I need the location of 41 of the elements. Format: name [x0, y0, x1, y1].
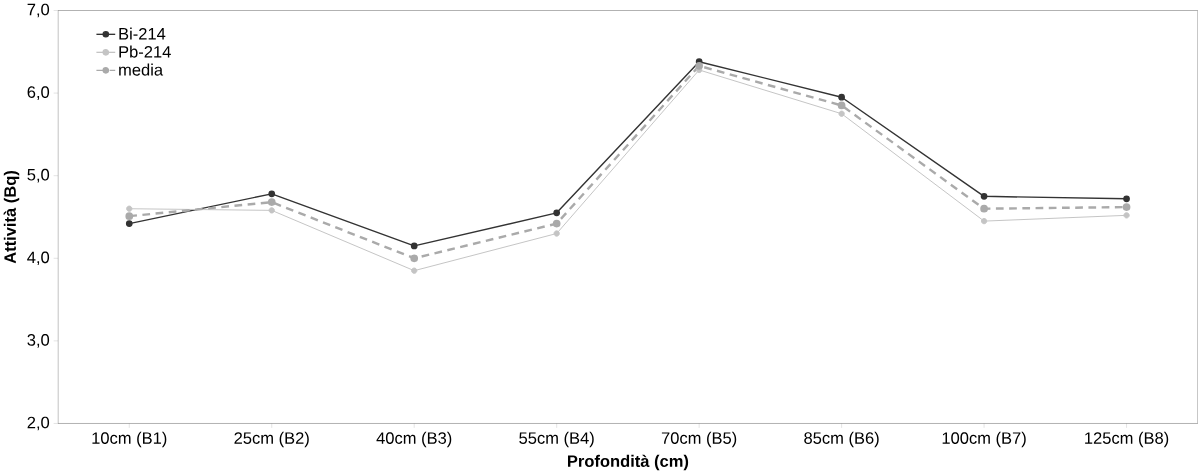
x-tick-label: 25cm (B2) [234, 431, 309, 448]
point [411, 267, 418, 274]
legend-label: media [119, 63, 164, 76]
point [410, 242, 418, 250]
x-tick-label: 10cm (B1) [92, 431, 167, 448]
point [838, 110, 845, 117]
point [980, 218, 988, 225]
y-tick-label: 2,0 [27, 416, 50, 431]
x-tick-label: 70cm (B5) [661, 431, 737, 448]
point [1123, 195, 1130, 203]
x-axis-title: Profondità (cm) [567, 454, 689, 471]
x-tick-label: 100cm (B7) [942, 431, 1026, 448]
y-tick-label: 6,0 [27, 86, 50, 100]
point [837, 101, 846, 110]
y-tick-label: 7,0 [27, 3, 50, 18]
x-tick-label: 85cm (B6) [804, 431, 879, 448]
x-tick-label: 55cm (B4) [519, 431, 594, 448]
point [980, 204, 988, 213]
point [125, 212, 134, 221]
point [125, 220, 133, 227]
point [553, 230, 560, 237]
point [410, 254, 419, 263]
x-tick-label: 125cm (B8) [1085, 431, 1169, 448]
x-tick-label: 40cm (B3) [376, 431, 452, 448]
legend-label: Bi-214 [119, 27, 166, 40]
point [695, 62, 703, 70]
y-axis-title: Attività (Bq) [3, 171, 20, 264]
legend-label: Pb-214 [119, 45, 171, 58]
point [838, 93, 845, 101]
point [267, 198, 276, 206]
point [1123, 212, 1130, 219]
point [268, 207, 275, 214]
y-tick-label: 5,0 [27, 168, 50, 183]
point [1122, 203, 1131, 211]
point [126, 205, 133, 212]
point [552, 219, 561, 228]
point [268, 190, 276, 198]
point [553, 209, 561, 217]
point [980, 193, 988, 200]
y-tick-label: 3,0 [27, 334, 50, 348]
y-tick-label: 4,0 [27, 251, 50, 266]
